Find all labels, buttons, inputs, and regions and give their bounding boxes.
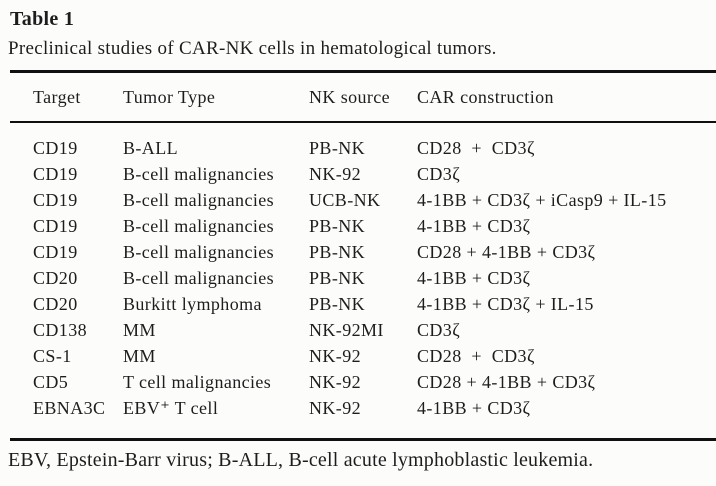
cell-target: CD19 [33, 138, 78, 158]
cell-tumor-type: B-ALL [123, 138, 178, 158]
table-row: CD19 B-ALL PB-NK CD28 + CD3ζ [33, 135, 716, 161]
table-row: CD20 Burkitt lymphoma PB-NK 4-1BB + CD3ζ… [33, 291, 716, 317]
table-row: EBNA3C EBV⁺ T cell NK-92 4-1BB + CD3ζ [33, 395, 716, 421]
cell-tumor-type: B-cell malignancies [123, 216, 275, 236]
table-row: CS-1 MM NK-92 CD28 + CD3ζ [33, 343, 716, 369]
table-row: CD19 B-cell malignancies PB-NK 4-1BB + C… [33, 213, 716, 239]
cell-target: CD5 [33, 372, 69, 392]
cell-car-construction: CD3ζ [417, 320, 461, 340]
cell-nk-source: NK-92 [309, 372, 361, 392]
cell-target: CD20 [33, 268, 78, 288]
cell-nk-source: PB-NK [309, 216, 366, 236]
cell-car-construction: 4-1BB + CD3ζ + iCasp9 + IL-15 [417, 190, 667, 210]
cell-tumor-type: B-cell malignancies [123, 268, 275, 288]
cell-tumor-type: MM [123, 346, 156, 366]
table-row: CD138 MM NK-92MI CD3ζ [33, 317, 716, 343]
cell-target: CS-1 [33, 346, 72, 366]
cell-car-construction: 4-1BB + CD3ζ [417, 216, 531, 236]
table-body: CD19 B-ALL PB-NK CD28 + CD3ζ CD19 B-cell… [33, 123, 716, 421]
cell-target: CD19 [33, 216, 78, 236]
cell-tumor-type: T cell malignancies [123, 372, 272, 392]
cell-nk-source: UCB-NK [309, 190, 381, 210]
table-row: CD19 B-cell malignancies UCB-NK 4-1BB + … [33, 187, 716, 213]
table-bottom-rule [10, 438, 716, 441]
cell-car-construction: 4-1BB + CD3ζ + IL-15 [417, 294, 594, 314]
cell-target: CD19 [33, 190, 78, 210]
column-header-car-construction: CAR construction [417, 86, 554, 107]
cell-car-construction: CD28 + CD3ζ [417, 346, 535, 366]
table-row: CD20 B-cell malignancies PB-NK 4-1BB + C… [33, 265, 716, 291]
cell-nk-source: NK-92 [309, 346, 361, 366]
cell-nk-source: NK-92 [309, 164, 361, 184]
table-footnote: EBV, Epstein-Barr virus; B-ALL, B-cell a… [8, 449, 594, 471]
cell-tumor-type: EBV⁺ T cell [123, 398, 219, 418]
table-row: CD19 B-cell malignancies PB-NK CD28 + 4-… [33, 239, 716, 265]
column-header-target: Target [33, 86, 81, 107]
cell-tumor-type: B-cell malignancies [123, 242, 275, 262]
cell-target: CD19 [33, 242, 78, 262]
cell-tumor-type: B-cell malignancies [123, 164, 275, 184]
cell-nk-source: NK-92MI [309, 320, 384, 340]
column-header-tumor-type: Tumor Type [123, 86, 216, 107]
cell-tumor-type: B-cell malignancies [123, 190, 275, 210]
cell-tumor-type: Burkitt lymphoma [123, 294, 262, 314]
cell-car-construction: CD28 + 4-1BB + CD3ζ [417, 372, 596, 392]
cell-car-construction: CD3ζ [417, 164, 461, 184]
table-caption: Preclinical studies of CAR-NK cells in h… [8, 38, 497, 59]
table-title: Table 1 [10, 8, 75, 30]
cell-car-construction: CD28 + 4-1BB + CD3ζ [417, 242, 596, 262]
cell-car-construction: 4-1BB + CD3ζ [417, 398, 531, 418]
column-header-nk-source: NK source [309, 86, 391, 107]
cell-tumor-type: MM [123, 320, 156, 340]
cell-nk-source: PB-NK [309, 268, 366, 288]
cell-target: CD138 [33, 320, 88, 340]
table-row: CD5 T cell malignancies NK-92 CD28 + 4-1… [33, 369, 716, 395]
cell-target: CD19 [33, 164, 78, 184]
cell-nk-source: PB-NK [309, 242, 366, 262]
table-top-rule [10, 70, 716, 73]
cell-target: EBNA3C [33, 398, 106, 418]
table-row: CD19 B-cell malignancies NK-92 CD3ζ [33, 161, 716, 187]
table-header-row: Target Tumor Type NK source CAR construc… [33, 73, 716, 121]
cell-car-construction: CD28 + CD3ζ [417, 138, 535, 158]
cell-car-construction: 4-1BB + CD3ζ [417, 268, 531, 288]
cell-target: CD20 [33, 294, 78, 314]
cell-nk-source: NK-92 [309, 398, 361, 418]
table-header-rule [10, 121, 716, 123]
cell-nk-source: PB-NK [309, 294, 366, 314]
cell-nk-source: PB-NK [309, 138, 366, 158]
